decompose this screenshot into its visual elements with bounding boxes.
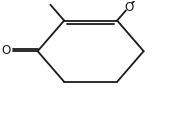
- Text: O: O: [1, 44, 11, 57]
- Text: O: O: [124, 1, 134, 14]
